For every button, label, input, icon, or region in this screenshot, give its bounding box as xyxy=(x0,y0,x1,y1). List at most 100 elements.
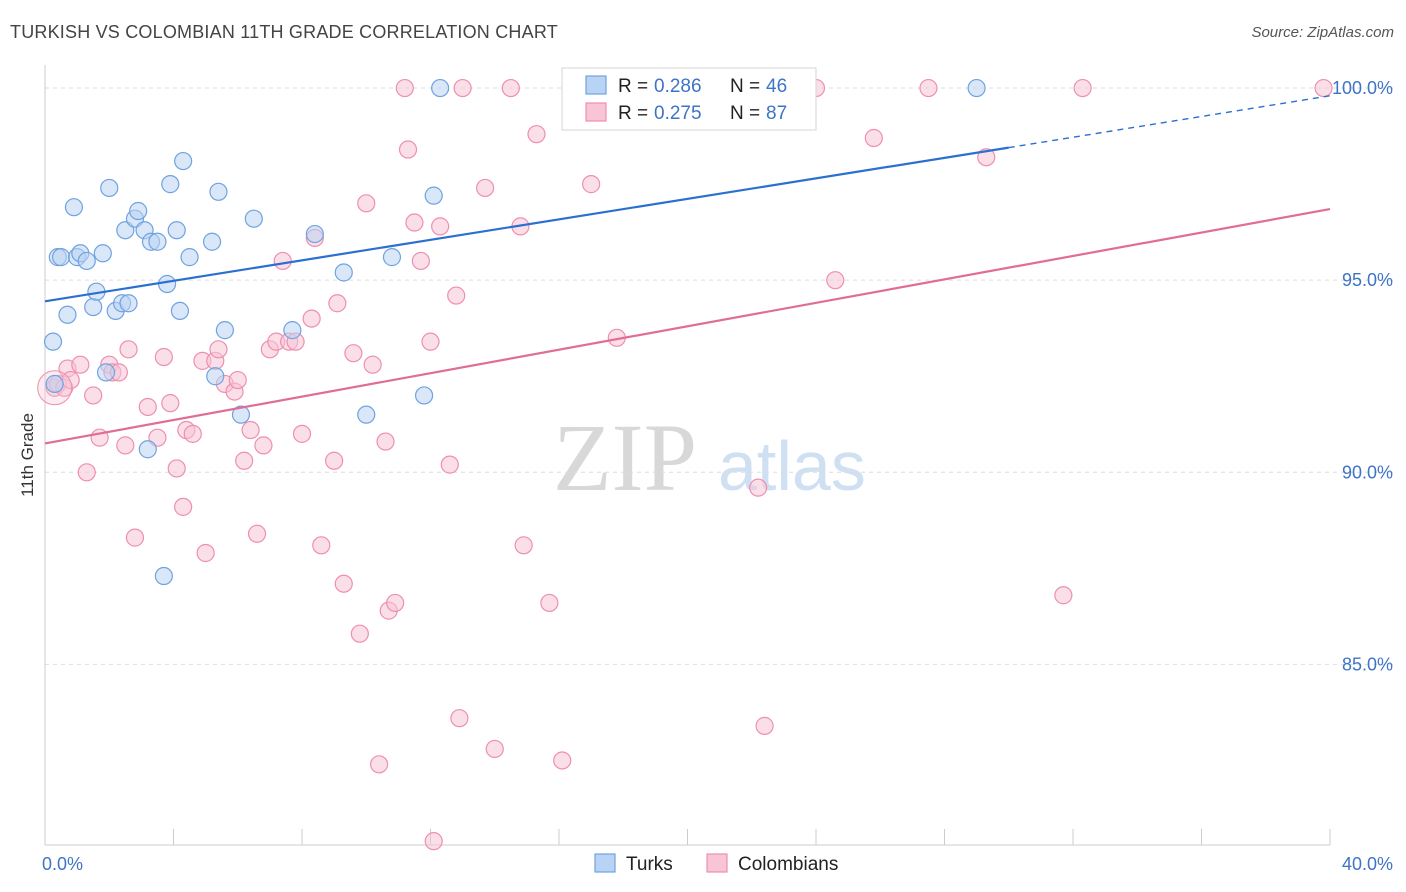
colombians-point xyxy=(328,294,347,313)
colombians-point xyxy=(440,455,459,474)
colombians-trend-line xyxy=(44,208,1331,445)
source-label: Source: ZipAtlas.com xyxy=(1251,24,1394,41)
colombians-point xyxy=(357,194,376,213)
turks-point xyxy=(967,78,986,98)
turks-trend-line-extension xyxy=(1008,95,1331,149)
colombians-point xyxy=(363,355,382,374)
legend-bottom-colombians-swatch xyxy=(706,853,728,873)
colombians-point xyxy=(450,709,469,728)
legend-bottom-turks-swatch xyxy=(594,853,616,873)
colombians-point xyxy=(344,344,363,363)
watermark: ZIP atlas xyxy=(553,404,866,511)
turks-point xyxy=(51,248,71,267)
turks-point xyxy=(148,232,167,251)
x-tick-label-min: 0.0% xyxy=(42,854,83,874)
colombians-point xyxy=(540,593,559,613)
colombians-point xyxy=(1314,78,1333,98)
legend-colombians-swatch xyxy=(585,102,607,122)
colombians-point xyxy=(138,397,157,417)
legend-turks-r-value: 0.286 xyxy=(654,76,702,97)
colombians-point xyxy=(370,755,389,774)
colombians-point xyxy=(209,340,228,359)
colombians-point xyxy=(77,463,96,482)
turks-point xyxy=(206,367,225,386)
turks-point xyxy=(180,248,199,267)
turks-trend-line xyxy=(44,146,1009,303)
turks-point xyxy=(96,363,116,382)
colombians-point xyxy=(826,271,845,290)
colombians-point xyxy=(755,716,774,735)
turks-point xyxy=(431,78,450,98)
turks-point xyxy=(382,248,402,267)
grid-lines xyxy=(45,87,1395,665)
colombians-point xyxy=(350,624,369,643)
colombians-point xyxy=(273,251,292,271)
colombians-point xyxy=(749,478,768,497)
colombians-point xyxy=(447,286,466,305)
turks-point xyxy=(119,294,138,313)
turks-point xyxy=(100,178,119,198)
x-tick-label-max: 40.0% xyxy=(1342,854,1393,874)
colombians-point xyxy=(228,370,247,390)
y-tick-label: 95.0% xyxy=(1342,270,1393,290)
trend-lines xyxy=(44,95,1331,445)
turks-point xyxy=(215,321,234,340)
turks-point xyxy=(64,198,84,217)
colombians-point xyxy=(527,125,546,144)
legend-bottom-turks-label: Turks xyxy=(626,854,673,875)
turks-point xyxy=(93,244,112,263)
turks-point xyxy=(154,566,173,586)
colombians-point xyxy=(376,432,395,451)
colombians-point xyxy=(424,832,443,851)
legend-turks-n-label: N = xyxy=(730,76,760,97)
turks-point xyxy=(77,251,96,271)
colombians-point xyxy=(241,420,260,440)
legend-turks-n-value: 46 xyxy=(766,76,787,97)
colombians-point xyxy=(553,751,572,770)
turks-point xyxy=(209,182,228,201)
watermark-atlas: atlas xyxy=(718,427,866,505)
y-tick-label: 100.0% xyxy=(1332,78,1393,98)
colombians-point xyxy=(174,497,193,516)
colombians-point xyxy=(395,78,414,98)
y-tick-label: 85.0% xyxy=(1342,654,1393,674)
colombians-point xyxy=(116,436,135,455)
colombians-point xyxy=(247,524,267,543)
legend-turks-swatch xyxy=(585,75,607,95)
colombians-point xyxy=(254,436,273,455)
colombians-point xyxy=(161,394,180,413)
legend-colombians-n-value: 87 xyxy=(766,103,787,124)
colombians-point xyxy=(334,574,353,593)
chart-title: TURKISH VS COLOMBIAN 11TH GRADE CORRELAT… xyxy=(10,22,558,42)
turks-point xyxy=(157,274,177,294)
colombians-point xyxy=(125,528,145,547)
colombians-point xyxy=(312,536,331,555)
colombians-point xyxy=(235,451,254,470)
colombians-point xyxy=(431,217,450,236)
turks-point xyxy=(414,386,434,405)
y-tick-label: 90.0% xyxy=(1342,462,1393,482)
turks-point xyxy=(334,263,353,282)
colombians-point xyxy=(292,424,312,443)
turks-point xyxy=(167,221,186,240)
legend-colombians-r-label: R = xyxy=(618,103,648,124)
colombians-point xyxy=(501,78,520,98)
watermark-zip: ZIP xyxy=(553,404,697,511)
colombians-point xyxy=(183,424,202,443)
turks-point xyxy=(138,440,157,459)
stats-legend: R = 0.286 N = 46 R = 0.275 N = 87 xyxy=(561,67,817,131)
colombians-point xyxy=(476,178,495,198)
colombians-point xyxy=(154,347,173,367)
legend-colombians-r-value: 0.275 xyxy=(654,103,702,124)
colombians-point xyxy=(1054,586,1073,605)
colombians-point xyxy=(84,386,103,405)
colombians-point xyxy=(398,140,418,159)
colombians-point xyxy=(119,340,138,359)
colombians-point xyxy=(196,543,215,563)
y-tick-labels: 85.0% 90.0% 95.0% 100.0% xyxy=(1332,78,1393,674)
colombians-point xyxy=(325,451,344,470)
turks-point xyxy=(170,301,190,321)
turks-point xyxy=(283,321,302,340)
turks-point xyxy=(161,175,180,194)
